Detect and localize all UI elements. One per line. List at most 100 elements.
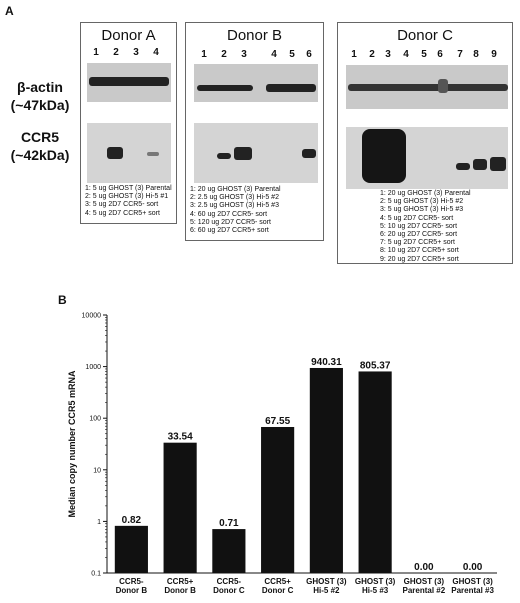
donor-a-actin-blot	[87, 63, 171, 102]
donor-b-legend: 1: 20 ug GHOST (3) Parental 2: 2.5 ug GH…	[190, 186, 281, 235]
data-label: 33.54	[168, 432, 193, 443]
legend-line: 5: 120 ug 2D7 CCR5- sort	[190, 218, 271, 226]
legend-line: 8: 10 ug 2D7 CCR5+ sort	[380, 247, 459, 255]
donor-c-title: Donor C	[397, 27, 453, 44]
lane-number: 4	[271, 49, 277, 60]
blot-band	[147, 152, 159, 156]
blot-band	[234, 147, 252, 160]
actin-label-line1: β-actin	[17, 79, 63, 95]
x-tick-label: Donor C	[262, 586, 294, 595]
actin-label: β-actin (~47kDa)	[4, 78, 76, 114]
lane-number: 1	[93, 47, 99, 58]
data-label: 940.31	[311, 357, 342, 368]
x-tick-label: CCR5-	[119, 577, 144, 586]
donor-c-legend: 1: 20 ug GHOST (3) Parental 2: 5 ug GHOS…	[380, 190, 471, 264]
x-tick-label: Parental #2	[403, 586, 446, 595]
lane-number: 2	[221, 49, 227, 60]
data-label: 0.00	[463, 562, 483, 573]
lane-number: 2	[113, 47, 119, 58]
blot-band	[456, 163, 470, 170]
legend-line: 2: 5 ug GHOST (3) Hi-5 #2	[380, 198, 464, 206]
lane-number: 3	[133, 47, 139, 58]
lane-number: 3	[385, 49, 391, 60]
bar	[114, 525, 148, 573]
lane-number: 4	[153, 47, 159, 58]
lane-number: 1	[351, 49, 357, 60]
panel-a-letter: A	[5, 4, 14, 18]
y-tick-label: 1000	[85, 364, 101, 371]
donor-b-ccr5-blot	[194, 123, 318, 183]
donor-a-panel: Donor A 1 2 3 4 1: 5 ug GHOST (3) Parent…	[80, 22, 177, 224]
x-tick-label: Donor B	[116, 586, 148, 595]
data-label: 67.55	[265, 416, 290, 427]
bar	[261, 426, 295, 573]
donor-a-ccr5-blot	[87, 123, 171, 183]
lane-number: 5	[289, 49, 295, 60]
donor-a-legend: 1: 5 ug GHOST (3) Parental 2: 5 ug GHOST…	[85, 185, 172, 218]
legend-line: 4: 60 ug 2D7 CCR5- sort	[190, 210, 268, 218]
legend-line: 5: 10 ug 2D7 CCR5- sort	[380, 222, 458, 230]
bar	[358, 371, 392, 573]
blot-band	[89, 77, 169, 86]
donor-c-ccr5-blot	[346, 127, 508, 189]
lane-number: 6	[306, 49, 312, 60]
lane-number: 5	[421, 49, 427, 60]
x-tick-label: GHOST (3)	[355, 577, 396, 586]
lane-number: 1	[201, 49, 207, 60]
y-tick-label: 10000	[82, 313, 102, 320]
blot-band	[473, 159, 487, 170]
y-axis-title: Median copy number CCR5 mRNA	[67, 370, 77, 518]
x-tick-label: GHOST (3)	[306, 577, 347, 586]
x-tick-label: Donor B	[164, 586, 196, 595]
blot-band	[107, 147, 123, 159]
legend-line: 4: 5 ug 2D7 CCR5- sort	[380, 214, 454, 222]
donor-b-panel: Donor B 1 2 3 4 5 6 1: 20 ug GHOST (3) P…	[185, 22, 324, 241]
x-tick-label: CCR5+	[167, 577, 194, 586]
blot-band	[348, 84, 508, 91]
legend-line: 3: 2.5 ug GHOST (3) Hi-5 #3	[190, 202, 279, 210]
data-label: 805.37	[360, 360, 391, 371]
donor-c-panel: Donor C 1 2 3 4 5 6 7 8 9 1: 20 ug GHOST…	[337, 22, 513, 264]
panel-b-letter: B	[58, 293, 67, 307]
blot-band	[217, 153, 231, 159]
y-tick-label: 0.1	[91, 571, 101, 578]
blot-band	[490, 157, 506, 171]
lane-number: 9	[491, 49, 497, 60]
x-tick-label: Hi-5 #2	[313, 586, 340, 595]
legend-line: 4: 5 ug 2D7 CCR5+ sort	[85, 209, 160, 217]
lane-number: 2	[369, 49, 375, 60]
legend-line: 2: 5 ug GHOST (3) Hi-5 #1	[85, 193, 169, 201]
data-label: 0.71	[219, 518, 239, 529]
donor-c-actin-blot	[346, 65, 508, 109]
bar	[212, 529, 246, 573]
blot-band	[438, 79, 448, 93]
legend-line: 1: 20 ug GHOST (3) Parental	[380, 190, 471, 197]
data-label: 0.82	[122, 515, 142, 526]
blot-band	[362, 129, 406, 183]
x-tick-label: GHOST (3)	[404, 577, 445, 586]
donor-b-actin-blot	[194, 64, 318, 102]
ccr5-label: CCR5 (~42kDa)	[4, 128, 76, 164]
ccr5-label-line1: CCR5	[20, 129, 60, 145]
ccr5-label-line2: (~42kDa)	[10, 147, 70, 163]
actin-label-line2: (~47kDa)	[10, 97, 70, 113]
donor-b-title: Donor B	[226, 27, 283, 44]
x-tick-label: CCR5-	[217, 577, 242, 586]
lane-number: 4	[403, 49, 409, 60]
lane-number: 6	[437, 49, 443, 60]
lane-number: 8	[473, 49, 479, 60]
x-tick-label: Hi-5 #3	[362, 586, 389, 595]
legend-line: 1: 5 ug GHOST (3) Parental	[85, 185, 172, 192]
y-tick-label: 100	[89, 416, 101, 423]
data-label: 0.00	[414, 562, 434, 573]
x-tick-label: Donor C	[213, 586, 245, 595]
lane-number: 3	[241, 49, 247, 60]
blot-band	[302, 149, 316, 158]
lane-number: 7	[457, 49, 463, 60]
x-tick-label: Parental #3	[451, 586, 494, 595]
legend-line: 6: 20 ug 2D7 CCR5- sort	[380, 231, 458, 239]
blot-band	[197, 85, 253, 91]
x-tick-label: CCR5+	[264, 577, 291, 586]
donor-a-title: Donor A	[101, 27, 156, 44]
